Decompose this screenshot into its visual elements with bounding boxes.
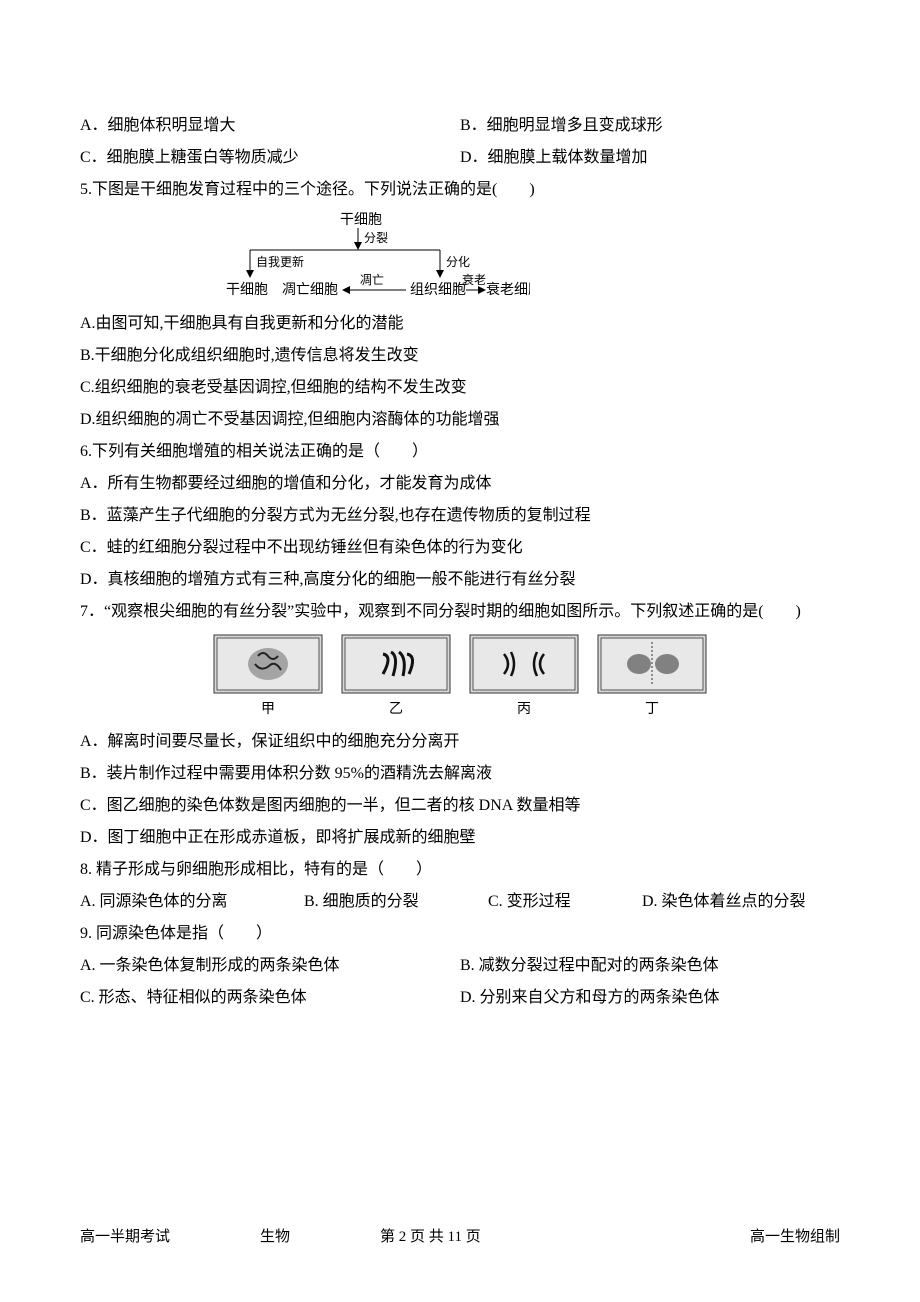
q8-optD: D. 染色体着丝点的分裂: [642, 886, 806, 918]
cell-image-ding: 丁: [597, 634, 707, 724]
q4-options-row2: C．细胞膜上糖蛋白等物质减少 D．细胞膜上载体数量增加: [80, 142, 840, 174]
d1-left: 自我更新: [256, 254, 304, 269]
cap-bing: 丙: [469, 696, 579, 724]
svg-text:组织细胞: 组织细胞: [410, 282, 466, 298]
q9-row2: C. 形态、特征相似的两条染色体 D. 分别来自父方和母方的两条染色体: [80, 982, 840, 1014]
q5-optC: C.组织细胞的衰老受基因调控,但细胞的结构不发生改变: [80, 372, 840, 404]
q6-optD: D．真核细胞的增殖方式有三种,高度分化的细胞一般不能进行有丝分裂: [80, 564, 840, 596]
q7-optC: C．图乙细胞的染色体数是图丙细胞的一半，但二者的核 DNA 数量相等: [80, 790, 840, 822]
d1-top: 干细胞: [340, 212, 382, 228]
cell-image-yi: 乙: [341, 634, 451, 724]
cell-image-bing: 丙: [469, 634, 579, 724]
footer-left: 高一半期考试: [80, 1222, 260, 1252]
q7-images: 甲 乙 丙: [80, 634, 840, 724]
q4-optA: A．细胞体积明显增大: [80, 110, 460, 142]
q9-optA: A. 一条染色体复制形成的两条染色体: [80, 950, 460, 982]
svg-text:干细胞: 干细胞: [226, 282, 268, 298]
q5-optB: B.干细胞分化成组织细胞时,遗传信息将发生改变: [80, 340, 840, 372]
q9-row1: A. 一条染色体复制形成的两条染色体 B. 减数分裂过程中配对的两条染色体: [80, 950, 840, 982]
q5-diagram: 干细胞 分裂 自我更新 分化 干细胞 凋亡细胞 组织细胞 衰老细胞 凋亡: [200, 212, 540, 302]
q4-optC: C．细胞膜上糖蛋白等物质减少: [80, 142, 460, 174]
q7-stem: 7．“观察根尖细胞的有丝分裂”实验中，观察到不同分裂时期的细胞如图所示。下列叙述…: [80, 596, 840, 628]
q6-optA: A．所有生物都要经过细胞的增值和分化，才能发育为成体: [80, 468, 840, 500]
q7-optD: D．图丁细胞中正在形成赤道板，即将扩展成新的细胞壁: [80, 822, 840, 854]
q6-optC: C．蛙的红细胞分裂过程中不出现纺锤丝但有染色体的行为变化: [80, 532, 840, 564]
q8-options: A. 同源染色体的分离 B. 细胞质的分裂 C. 变形过程 D. 染色体着丝点的…: [80, 886, 840, 918]
q7-optB: B．装片制作过程中需要用体积分数 95%的酒精洗去解离液: [80, 758, 840, 790]
cap-jia: 甲: [213, 696, 323, 724]
q5-optA: A.由图可知,干细胞具有自我更新和分化的潜能: [80, 308, 840, 340]
q9-optB: B. 减数分裂过程中配对的两条染色体: [460, 950, 840, 982]
footer-pager: 第 2 页 共 11 页: [380, 1222, 700, 1252]
q4-options-row1: A．细胞体积明显增大 B．细胞明显增多且变成球形: [80, 110, 840, 142]
footer-right: 高一生物组制: [700, 1222, 840, 1252]
q7-optA: A．解离时间要尽量长，保证组织中的细胞充分分离开: [80, 726, 840, 758]
q8-optC: C. 变形过程: [488, 886, 618, 918]
q6-optB: B．蓝藻产生子代细胞的分裂方式为无丝分裂,也存在遗传物质的复制过程: [80, 500, 840, 532]
d1-right: 分化: [446, 255, 470, 269]
q8-optB: B. 细胞质的分裂: [304, 886, 464, 918]
q8-stem: 8. 精子形成与卵细胞形成相比，特有的是（ ）: [80, 854, 840, 886]
footer-subject: 生物: [260, 1222, 380, 1252]
q5-optD: D.组织细胞的凋亡不受基因调控,但细胞内溶酶体的功能增强: [80, 404, 840, 436]
d1-split: 分裂: [364, 231, 388, 245]
cap-ding: 丁: [597, 696, 707, 724]
cell-image-jia: 甲: [213, 634, 323, 724]
svg-text:衰老细胞: 衰老细胞: [486, 281, 530, 298]
q9-optC: C. 形态、特征相似的两条染色体: [80, 982, 460, 1014]
q4-optD: D．细胞膜上载体数量增加: [460, 142, 840, 174]
q8-optA: A. 同源染色体的分离: [80, 886, 280, 918]
q6-stem: 6.下列有关细胞增殖的相关说法正确的是（ ）: [80, 436, 840, 468]
q5-stem: 5.下图是干细胞发育过程中的三个途径。下列说法正确的是( ): [80, 174, 840, 206]
stemcell-diagram-svg: 干细胞 分裂 自我更新 分化 干细胞 凋亡细胞 组织细胞 衰老细胞 凋亡: [210, 212, 530, 302]
cap-yi: 乙: [341, 696, 451, 724]
page: A．细胞体积明显增大 B．细胞明显增多且变成球形 C．细胞膜上糖蛋白等物质减少 …: [0, 0, 920, 1302]
svg-text:衰老: 衰老: [462, 272, 486, 287]
page-footer: 高一半期考试 生物 第 2 页 共 11 页 高一生物组制: [80, 1222, 840, 1252]
q9-stem: 9. 同源染色体是指（ ）: [80, 918, 840, 950]
svg-text:凋亡细胞: 凋亡细胞: [282, 282, 338, 298]
q4-optB: B．细胞明显增多且变成球形: [460, 110, 840, 142]
svg-text:凋亡: 凋亡: [360, 273, 384, 287]
q9-optD: D. 分别来自父方和母方的两条染色体: [460, 982, 840, 1014]
